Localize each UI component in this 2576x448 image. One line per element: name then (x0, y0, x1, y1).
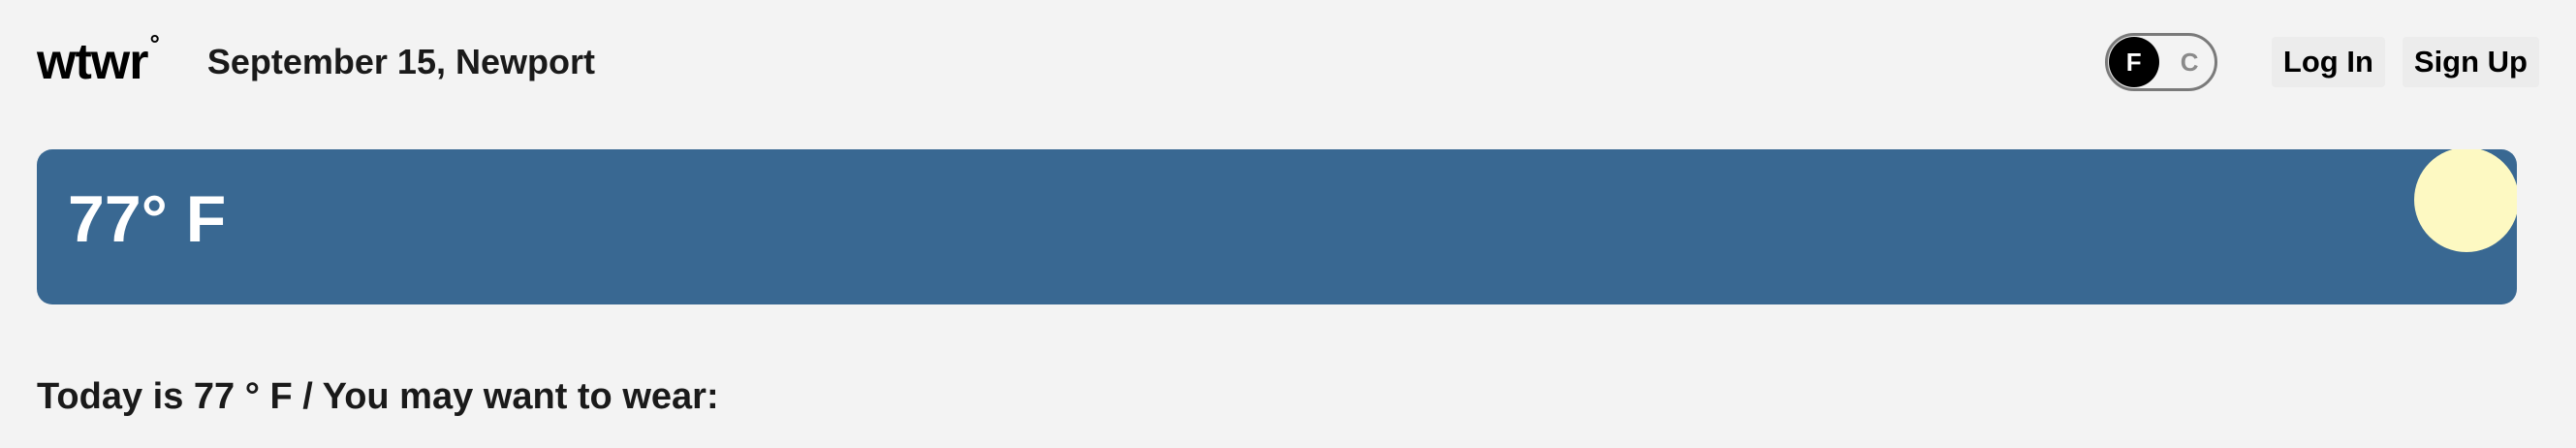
date-location: September 15, Newport (206, 42, 595, 81)
logo[interactable]: wtwr ° (37, 31, 160, 90)
weather-temperature: 77° F (68, 182, 227, 256)
login-button[interactable]: Log In (2271, 37, 2385, 87)
temperature-unit-toggle[interactable]: F C (2104, 33, 2217, 91)
weather-card: 77° F (37, 149, 2517, 304)
logo-text: wtwr (37, 34, 148, 90)
sun-icon (2414, 149, 2517, 252)
toggle-label-fahrenheit: F (2125, 47, 2142, 77)
logo-degree-mark: ° (149, 29, 159, 58)
toggle-label-celsius: C (2180, 47, 2199, 77)
clothing-recommendation-text: Today is 77 ° F / You may want to wear: (37, 376, 719, 417)
signup-button[interactable]: Sign Up (2402, 37, 2539, 87)
toggle-knob (2108, 37, 2159, 87)
header: wtwr ° September 15, Newport F C Log In … (37, 27, 2539, 97)
header-actions: F C Log In Sign Up (2104, 33, 2539, 91)
